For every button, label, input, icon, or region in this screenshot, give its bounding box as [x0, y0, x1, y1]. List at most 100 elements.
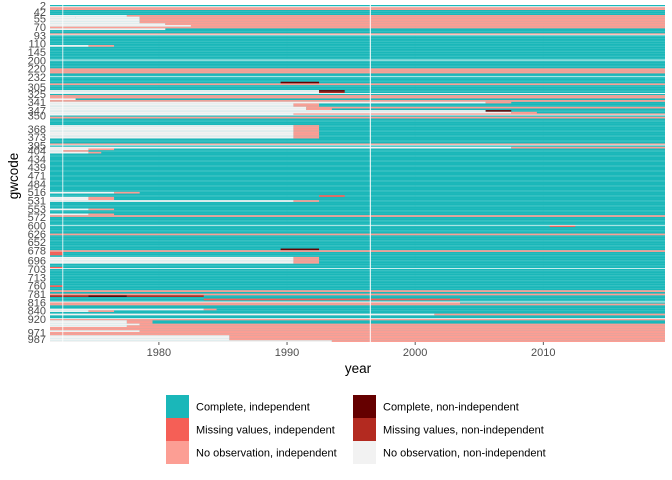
segment-115-21 [88, 45, 115, 47]
segment-115-20 [50, 45, 89, 47]
segment-816-113 [50, 301, 460, 304]
segment-950-130 [50, 326, 665, 329]
segment-520-79 [319, 195, 345, 197]
segment-341-35 [50, 101, 486, 104]
segment-368-56 [50, 128, 294, 131]
segment-317-29 [50, 91, 320, 94]
segment-694-99 [50, 258, 294, 261]
y-tick-781: 781 [28, 289, 46, 301]
row-663 [50, 245, 665, 247]
row-520 [50, 195, 665, 197]
y-tick-471: 471 [28, 171, 46, 183]
row-572 [50, 216, 665, 219]
row-840 [50, 310, 665, 312]
row-350 [50, 115, 665, 117]
segment-343-37 [50, 103, 294, 106]
row-820 [50, 305, 665, 307]
row-692 [50, 256, 665, 259]
row-205 [50, 61, 665, 64]
segment-530-82 [50, 198, 89, 201]
segment-698-103 [50, 261, 294, 264]
segment-680-96 [50, 253, 63, 256]
segment-366-52 [50, 125, 294, 127]
row-305 [50, 86, 665, 89]
row-731 [50, 278, 665, 281]
row-660 [50, 243, 665, 246]
y-tick-373: 373 [28, 132, 46, 144]
y-tick-703: 703 [28, 264, 46, 276]
row-95 [50, 38, 665, 41]
row-346 [50, 108, 665, 111]
row-482 [50, 180, 665, 182]
row-702 [50, 266, 665, 269]
segment-920-121 [50, 318, 665, 321]
y-axis-title: gwcode [6, 153, 21, 200]
row-101 [50, 41, 665, 44]
segment-371-62 [50, 133, 294, 136]
row-771 [50, 288, 665, 291]
row-713 [50, 276, 665, 279]
segment-946-126 [50, 323, 140, 326]
row-490 [50, 185, 665, 187]
overlay-layer [50, 5, 665, 342]
row-940 [50, 321, 665, 324]
segment-55-8 [139, 18, 665, 21]
row-434 [50, 158, 665, 161]
segment-692-97 [50, 256, 294, 259]
row-760 [50, 285, 665, 287]
row-403 [50, 148, 665, 151]
segment-531-85 [293, 200, 320, 202]
legend-label-noobs_indep: No observation, independent [196, 448, 337, 460]
row-110 [50, 43, 665, 46]
row-541 [50, 203, 665, 206]
row-130 [50, 46, 665, 49]
legend-key-noobs_indep [166, 441, 189, 464]
row-375 [50, 138, 665, 141]
row-690 [50, 255, 665, 257]
row-590 [50, 221, 665, 224]
segment-346-44 [306, 108, 332, 111]
y-tick-404: 404 [28, 145, 46, 157]
row-316 [50, 90, 665, 92]
row-680 [50, 253, 665, 256]
row-432 [50, 155, 665, 157]
segment-790-110 [88, 295, 127, 297]
segment-702-105 [50, 266, 63, 269]
row-366 [50, 125, 665, 127]
segment-987-140 [50, 338, 230, 341]
row-580 [50, 218, 665, 221]
row-531 [50, 200, 665, 202]
segment-970-133 [139, 330, 665, 332]
segment-811-112 [203, 298, 460, 301]
row-790 [50, 295, 665, 297]
segment-626-92 [50, 233, 665, 236]
y-tick-220: 220 [28, 64, 46, 76]
segment-955-131 [50, 328, 665, 331]
y-tick-840: 840 [28, 306, 46, 318]
segment-369-59 [293, 130, 320, 132]
segment-372-65 [293, 135, 320, 137]
segment-935-122 [50, 320, 127, 322]
segment-345-41 [50, 106, 307, 109]
y-tick-434: 434 [28, 154, 46, 166]
legend-key-complete_nonindep [353, 395, 376, 418]
row-317 [50, 91, 665, 94]
y-tick-553: 553 [28, 204, 46, 216]
segment-344-39 [50, 105, 294, 107]
row-211 [50, 65, 665, 67]
row-552 [50, 206, 665, 209]
row-404 [50, 150, 665, 152]
y-tick-110: 110 [28, 39, 46, 51]
segment-344-40 [293, 105, 320, 107]
row-395 [50, 145, 665, 147]
row-830 [50, 306, 665, 309]
y-tick-145: 145 [28, 47, 46, 59]
legend-key-noobs_nonindep [353, 441, 376, 464]
row-225 [50, 73, 665, 76]
row-640 [50, 236, 665, 239]
segment-58-13 [50, 23, 166, 26]
row-500 [50, 186, 665, 189]
segment-60-16 [190, 25, 665, 27]
row-212 [50, 66, 665, 69]
segment-53-5 [75, 16, 140, 19]
